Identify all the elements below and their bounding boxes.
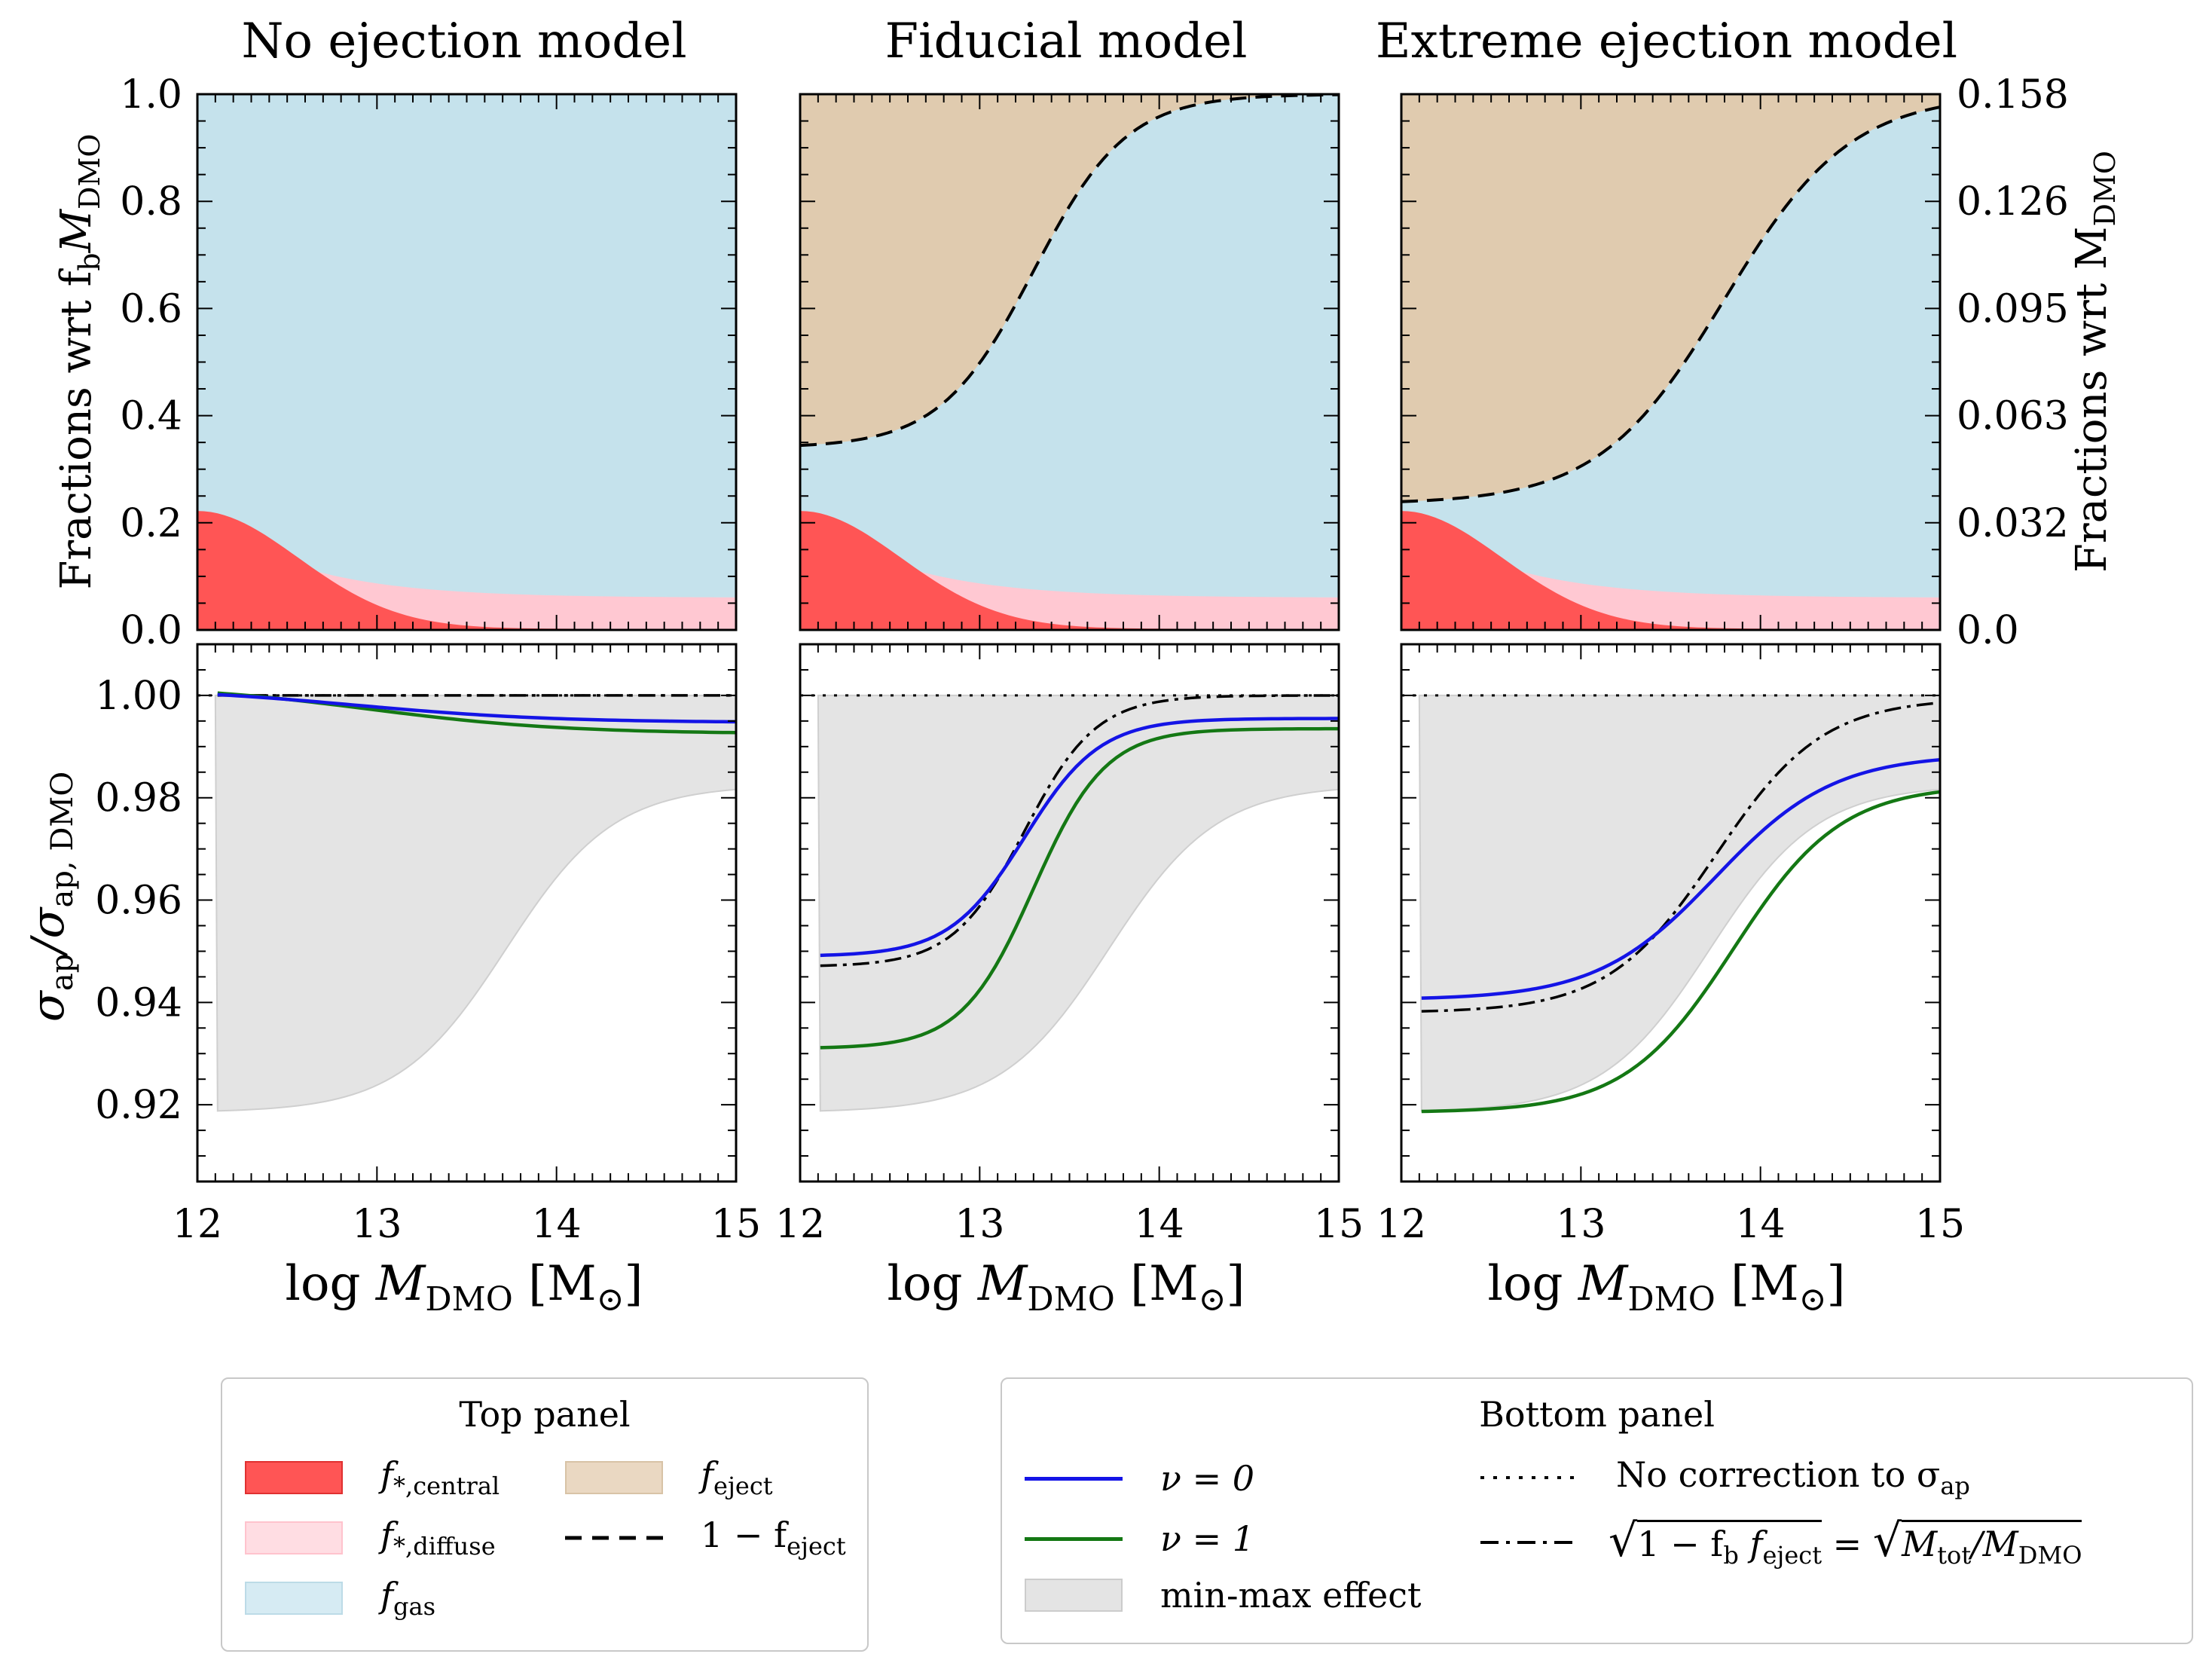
x-tick-label-fid: 14 <box>1135 1202 1184 1247</box>
legend-nu1: ν = 1 <box>1025 1518 1254 1559</box>
title-fiducial: Fiducial model <box>885 14 1248 69</box>
central-area-none <box>197 511 736 630</box>
figure: 12 13 14 15 0.0 0.2 0.4 0.6 0.8 1.0 0.92 0.94 0.96 0.… <box>22 14 2122 1319</box>
eject-area-ext <box>1401 94 1940 502</box>
one-minus-eject-line-ext <box>1401 105 1941 503</box>
legend-top-title: Top panel <box>459 1394 631 1435</box>
nu0-swatch <box>1025 1476 1123 1481</box>
right-y-label: Fractions wrt MDMO <box>2067 151 2122 573</box>
dashed-line-swatch <box>565 1536 663 1540</box>
x-tick-label-ext: 14 <box>1736 1202 1786 1247</box>
eject-swatch <box>565 1460 663 1494</box>
right-y-tick-label: 0.095 <box>1957 286 2069 332</box>
legend-gas: fgas <box>245 1575 435 1621</box>
x-tick-label-fid: 12 <box>775 1202 825 1247</box>
top-y-tick-label: 0.0 <box>120 608 182 653</box>
legend-bottom: Bottom panel ν = 0 ν = 1 min-max effect … <box>1001 1377 2193 1644</box>
top-y-tick-label: 0.6 <box>120 286 182 332</box>
one-minus-eject-line-fid <box>799 93 1340 448</box>
minmax-band-ext <box>1418 694 1941 1112</box>
legend-eject: feject <box>565 1454 773 1500</box>
legend-sqrt: √1 − fb feject = √Mtot/MDMO <box>1480 1515 2082 1570</box>
nu0-line-fid <box>820 717 1340 958</box>
minmax-band-fid <box>817 694 1340 1112</box>
right-y-tick-label: 0.158 <box>1957 72 2069 118</box>
nu0-line-ext <box>1421 757 1941 1000</box>
bottom-y-tick-label: 0.94 <box>95 980 182 1026</box>
gas-area-none <box>197 94 736 630</box>
x-label-1: log MDMO [M⊙] <box>286 1256 643 1319</box>
nu0-line-none <box>217 692 737 724</box>
x-tick-label-none: 13 <box>352 1202 402 1247</box>
central-swatch <box>245 1460 343 1494</box>
legend-no-correction: No correction to σap <box>1480 1454 1970 1500</box>
bottom-y-tick-label: 0.98 <box>95 776 182 821</box>
x-tick-label-none: 14 <box>532 1202 582 1247</box>
top-y-label: Fractions wrt fbMDMO <box>52 133 106 589</box>
title-extreme: Extreme ejection model <box>1376 14 1957 69</box>
right-y-tick-label: 0.063 <box>1957 394 2069 439</box>
x-tick-label-none: 15 <box>711 1202 761 1247</box>
minmax-swatch <box>1025 1579 1123 1612</box>
bottom-y-tick-label: 0.92 <box>95 1083 182 1128</box>
gas-swatch <box>245 1581 343 1615</box>
legend-top: Top panel f*,central f*,diffuse fgas fej… <box>221 1377 869 1652</box>
legend-diffuse: f*,diffuse <box>245 1515 496 1561</box>
x-tick-label-ext: 12 <box>1376 1202 1426 1247</box>
sqrt-correction-line-fid <box>820 694 1340 968</box>
dotted-line-swatch <box>1480 1475 1578 1479</box>
x-tick-label-ext: 13 <box>1556 1202 1606 1247</box>
bottom-y-tick-label: 1.00 <box>95 674 182 719</box>
x-tick-label-ext: 15 <box>1915 1202 1965 1247</box>
x-tick-label-none: 12 <box>173 1202 222 1247</box>
legend-one-minus-eject: 1 − feject <box>565 1515 846 1561</box>
top-y-tick-label: 1.0 <box>120 72 182 118</box>
legend-nu0: ν = 0 <box>1025 1458 1254 1499</box>
top-y-tick-label: 0.2 <box>120 501 182 546</box>
right-y-tick-label: 0.032 <box>1957 501 2069 546</box>
bottom-y-tick-label: 0.96 <box>95 879 182 924</box>
legend-minmax: min-max effect <box>1025 1575 1421 1616</box>
central-area-fid <box>800 511 1339 630</box>
title-no-ejection: No ejection model <box>241 14 686 69</box>
nu1-line-fid <box>820 726 1340 1050</box>
x-tick-label-fid: 13 <box>955 1202 1004 1247</box>
dashdot-line-swatch <box>1480 1540 1578 1544</box>
legend-bottom-title: Bottom panel <box>1479 1394 1715 1435</box>
legend-central: f*,central <box>245 1454 500 1500</box>
x-tick-label-fid: 15 <box>1314 1202 1364 1247</box>
bottom-y-label: σap/σap, DMO <box>22 772 80 1022</box>
diffuse-swatch <box>245 1521 343 1554</box>
right-y-tick-label: 0.0 <box>1957 608 2019 653</box>
nu1-line-ext <box>1421 790 1941 1114</box>
sqrt-correction-line-ext <box>1421 701 1941 1013</box>
nu1-swatch <box>1025 1536 1123 1541</box>
top-y-tick-label: 0.4 <box>120 394 182 439</box>
x-label-3: log MDMO [M⊙] <box>1488 1256 1846 1319</box>
minmax-band-none <box>214 694 737 1112</box>
eject-area-fid <box>800 94 1339 446</box>
right-y-tick-label: 0.126 <box>1957 179 2069 225</box>
central-area-ext <box>1401 511 1940 630</box>
x-label-2: log MDMO [M⊙] <box>888 1256 1245 1319</box>
top-y-tick-label: 0.8 <box>120 179 182 225</box>
